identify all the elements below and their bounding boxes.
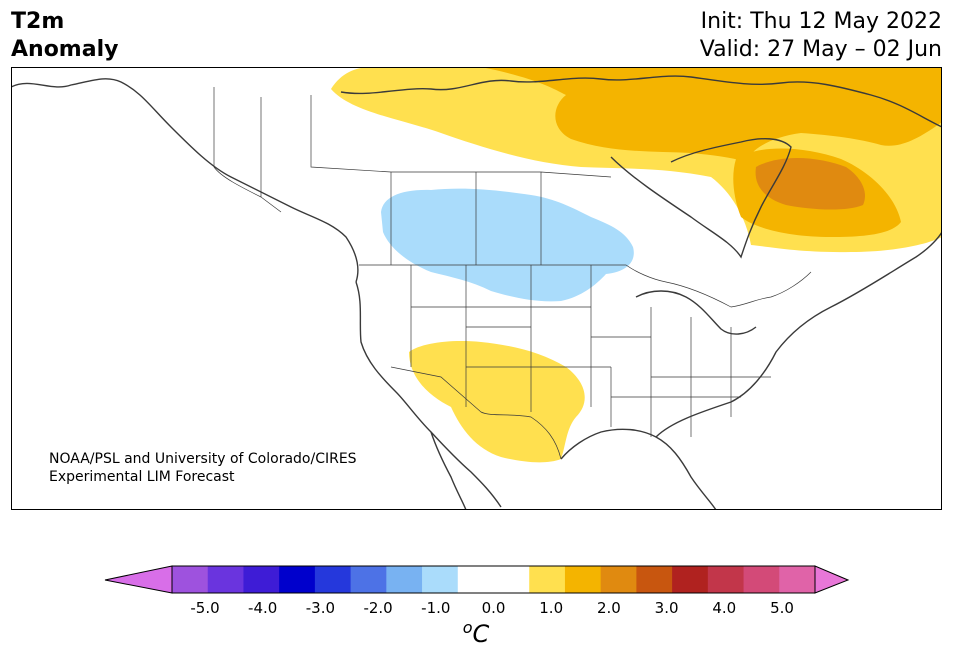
colorbar-cell xyxy=(600,566,637,593)
colorbar-frame xyxy=(171,565,816,594)
coastlines xyxy=(11,75,942,510)
credit-line2: Experimental LIM Forecast xyxy=(49,469,235,485)
colorbar-cell xyxy=(493,566,530,593)
credit-line1: NOAA/PSL and University of Colorado/CIRE… xyxy=(49,451,357,467)
colorbar-tick-label: -5.0 xyxy=(190,599,220,617)
colorbar-tick-label: 0.0 xyxy=(481,599,506,617)
colorbar-max-extension xyxy=(814,565,850,594)
colorbar-cell xyxy=(243,566,280,593)
colorbar-min-extension xyxy=(104,565,173,594)
colorbar-cell xyxy=(386,566,423,593)
colorbar-tick-labels: -5.0 -4.0 -3.0 -2.0 -1.0 0.0 1.0 2.0 3.0 4.0 5.0 xyxy=(0,599,953,619)
anomaly-shading xyxy=(331,67,942,463)
unit-celsius: C xyxy=(472,620,490,648)
valid-date-range: Valid: 27 May – 02 Jun xyxy=(699,37,942,62)
anomaly-region-southwest-yellow xyxy=(409,341,585,463)
coastline-arctic xyxy=(340,75,942,128)
colorbar-cells xyxy=(172,566,816,593)
anomaly-region-blue xyxy=(381,188,634,302)
colorbar-cell xyxy=(779,566,816,593)
colorbar-cell xyxy=(207,566,244,593)
coastline-atlantic xyxy=(655,231,942,438)
map-frame xyxy=(11,67,942,510)
colorbar-cell xyxy=(636,566,673,593)
variable-title-line1: T2m xyxy=(11,9,65,34)
colorbar-cell xyxy=(314,566,352,593)
coastline-pacific xyxy=(355,281,502,508)
colorbar-cell xyxy=(172,566,209,593)
colorbar-tick-label: 2.0 xyxy=(596,599,621,617)
colorbar-cell xyxy=(457,566,494,593)
colorbar-cell xyxy=(350,566,387,593)
variable-title-line2: Anomaly xyxy=(11,37,119,62)
colorbar-cell xyxy=(279,566,316,593)
border-us-mexico xyxy=(390,366,562,460)
colorbar-tick-label: -1.0 xyxy=(421,599,451,617)
colorbar-tick-label: 3.0 xyxy=(654,599,679,617)
colorbar-cell xyxy=(422,566,459,593)
date-title: Init: Thu 12 May 2022 Valid: 27 May – 02… xyxy=(700,8,942,64)
colorbar-tick-label: -4.0 xyxy=(248,599,278,617)
coastline-hudson-bay xyxy=(610,138,792,259)
colorbar-tick-label: 1.0 xyxy=(539,599,564,617)
province-lines xyxy=(260,95,612,265)
coastline-great-lakes xyxy=(635,290,757,335)
colorbar-unit-label: oC xyxy=(463,618,490,648)
anomaly-map xyxy=(11,67,942,510)
colorbar-cell xyxy=(707,566,745,593)
state-lines xyxy=(410,265,771,437)
colorbar-tick-label: -2.0 xyxy=(363,599,393,617)
init-date: Init: Thu 12 May 2022 xyxy=(700,9,942,34)
unit-degree: o xyxy=(462,618,473,637)
credit-text: NOAA/PSL and University of Colorado/CIRE… xyxy=(49,450,357,486)
colorbar-cell xyxy=(672,566,709,593)
colorbar-tick-label: 5.0 xyxy=(770,599,794,617)
colorbar-cell xyxy=(529,566,566,593)
colorbar-cell xyxy=(564,566,602,593)
colorbar-tick-label: 4.0 xyxy=(712,599,737,617)
border-us-canada xyxy=(359,264,812,308)
political-borders xyxy=(213,87,812,460)
coastline-baja xyxy=(430,431,467,510)
colorbar-tick-label: -3.0 xyxy=(305,599,336,617)
colorbar-cell xyxy=(743,566,780,593)
variable-title: T2m Anomaly xyxy=(11,8,118,64)
colorbar xyxy=(104,565,850,594)
coastline-alaska xyxy=(11,78,359,283)
anomaly-region-dark-orange xyxy=(755,157,866,210)
